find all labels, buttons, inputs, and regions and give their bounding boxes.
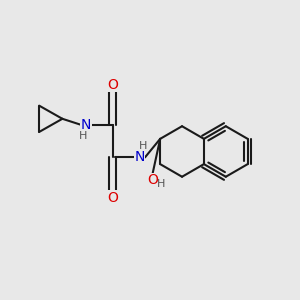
Text: H: H — [157, 179, 165, 189]
Text: O: O — [107, 78, 118, 92]
Text: H: H — [79, 131, 87, 141]
Text: O: O — [107, 190, 118, 205]
Text: H: H — [138, 141, 147, 151]
Text: O: O — [147, 173, 158, 188]
Text: N: N — [81, 118, 91, 132]
Text: N: N — [134, 150, 145, 164]
